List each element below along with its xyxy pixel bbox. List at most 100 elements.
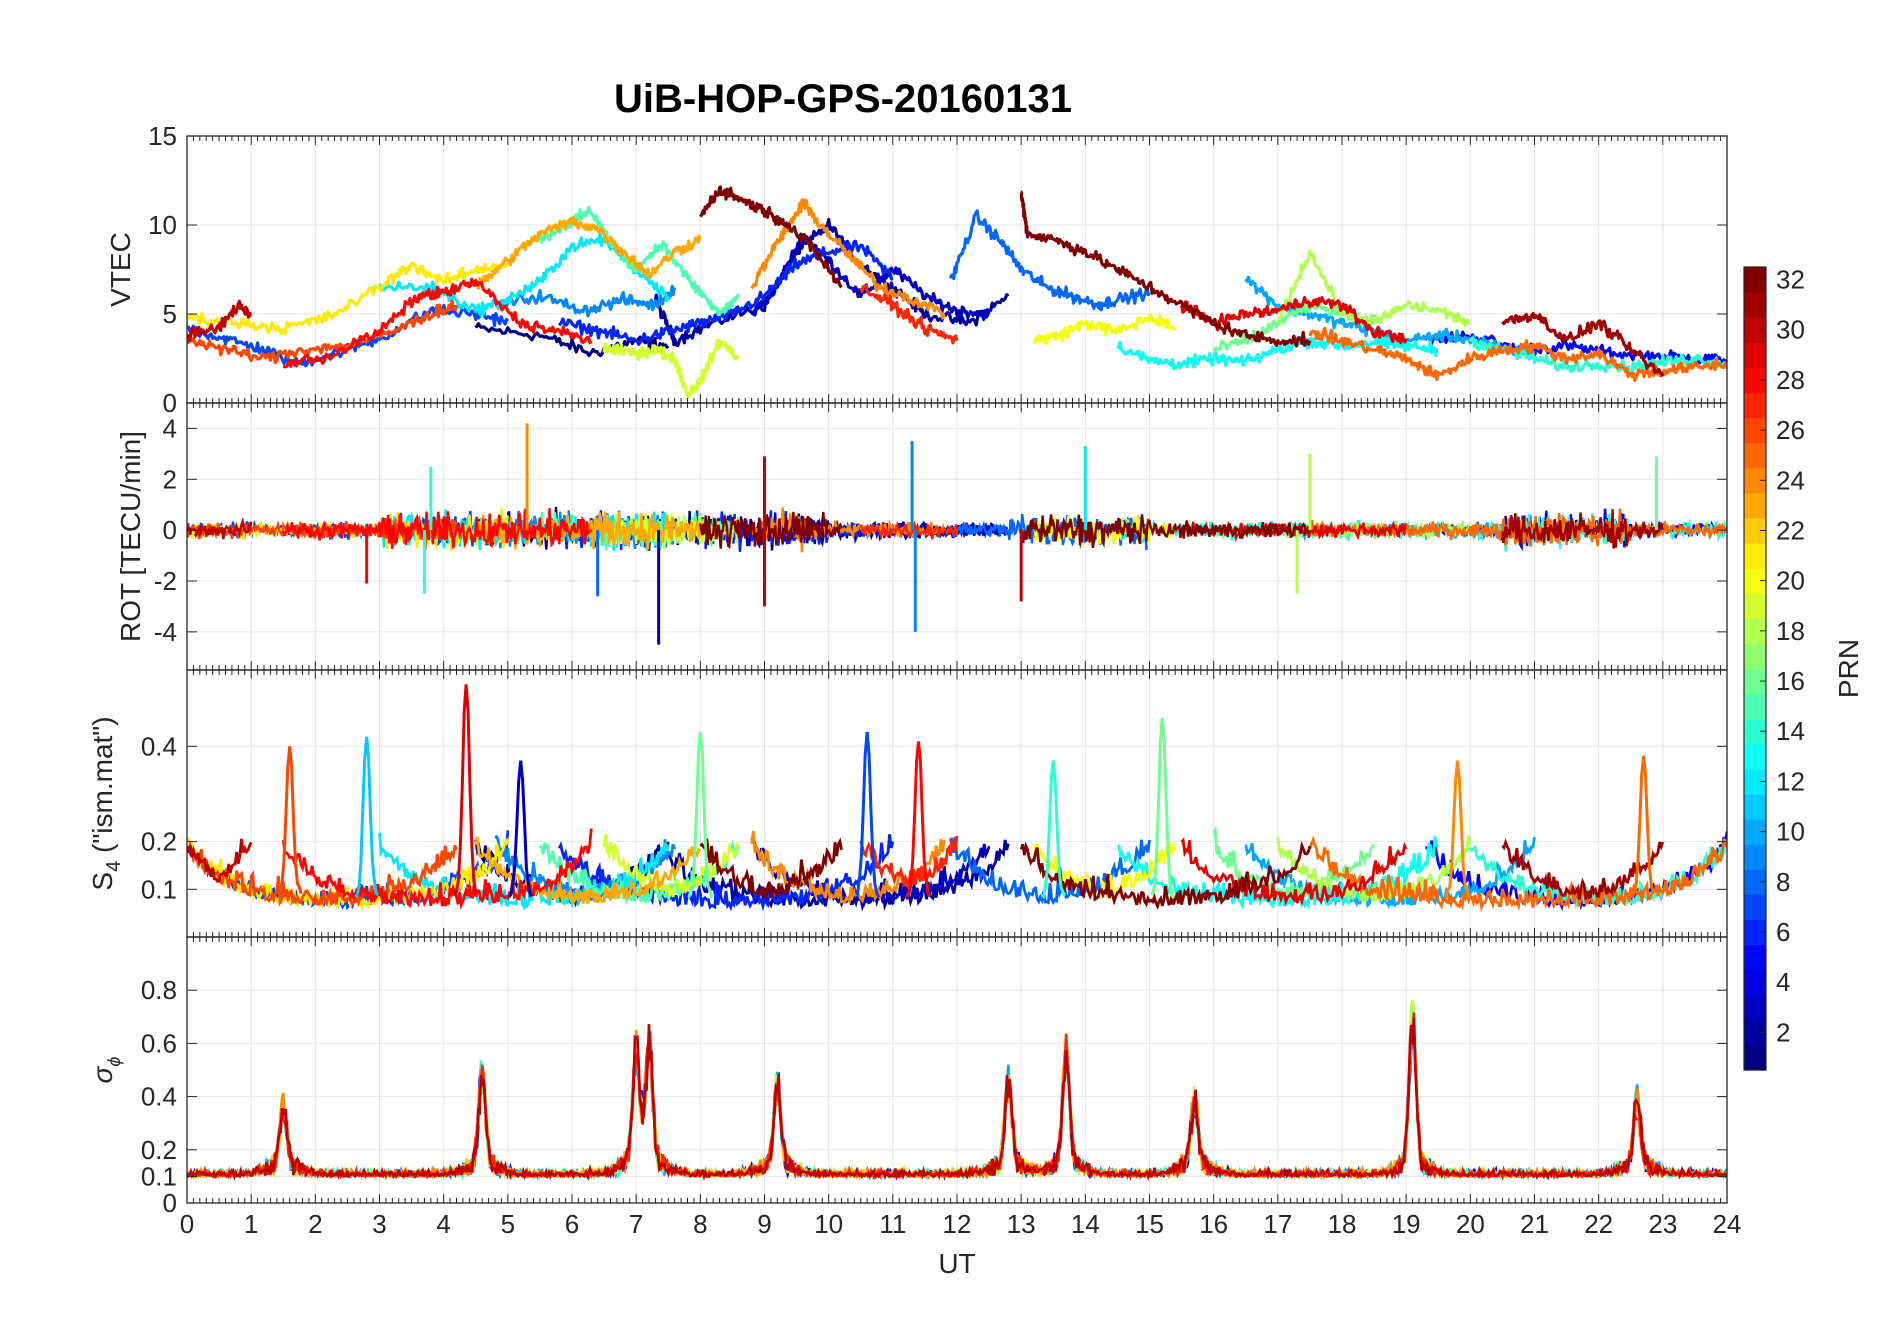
sigma-series [187,999,1727,1182]
x-tick-label: 7 [629,1209,643,1239]
x-tick-label: 2 [308,1209,322,1239]
rot-line-prn-32 [699,511,843,549]
s4-line-prn-29 [1180,837,1408,907]
chart-title: UiB-HOP-GPS-20160131 [614,77,1072,121]
colorbar-tick-label: 12 [1776,766,1805,796]
colorbar-tick-label: 26 [1776,415,1805,445]
vtec-line-prn-9 [493,284,677,318]
vtec-y-tick-label: 10 [148,210,177,240]
colorbar-swatch [1744,969,1766,996]
vtec-line-prn-27 [859,284,959,345]
x-tick-label: 1 [244,1209,258,1239]
colorbar-swatch [1744,668,1766,695]
x-tick-label: 11 [879,1209,906,1239]
x-tick-label: 6 [565,1209,579,1239]
s4-series [187,684,1727,913]
colorbar-swatch [1744,743,1766,770]
s4-peak [507,760,533,898]
colorbar-swatch [1744,768,1766,795]
colorbar-tick-label: 32 [1776,265,1805,295]
s4-y-tick-label: 0.2 [141,827,177,857]
x-tick-label: 14 [1071,1209,1100,1239]
colorbar-swatch [1744,492,1766,519]
vtec-line-prn-29 [1180,296,1408,345]
s4-y-label: S4 ("ism.mat") [87,716,125,890]
s4-peak [1630,755,1656,898]
rot-y-tick-label: -2 [154,566,177,596]
sigma_phi-y-tick-label: 0.1 [141,1161,177,1191]
vtec-line-prn-15 [538,205,741,317]
colorbar-tick-label: 18 [1776,616,1805,646]
s4-peak [687,731,714,899]
s4-peak [1149,717,1176,900]
colorbar-swatch [1744,919,1766,946]
colorbar-swatch [1744,718,1766,745]
rot-y-tick-label: 2 [163,464,177,494]
s4-peak [1040,760,1067,900]
colorbar-tick-label: 10 [1776,817,1805,847]
s4-peak [1444,760,1471,899]
vtec-line-prn-31 [1501,311,1665,377]
colorbar-swatch [1744,467,1766,494]
x-axis-label: UT [938,1248,975,1279]
colorbar-swatch [1744,618,1766,645]
sigma_phi-y-tick-label: 0.8 [141,975,177,1005]
rot-line-prn-30 [187,516,253,540]
vtec-line-prn-32 [1019,190,1312,348]
x-tick-label: 20 [1456,1209,1485,1239]
colorbar-swatch [1744,317,1766,343]
rot-y-tick-label: 0 [163,515,177,545]
colorbar-swatch [1744,869,1766,895]
x-tick-label: 23 [1648,1209,1677,1239]
x-tick-label: 9 [757,1209,771,1239]
sigma_phi-y-tick-label: 0.4 [141,1082,177,1112]
colorbar-swatch [1744,643,1766,670]
colorbar-swatch [1744,367,1766,394]
x-tick-label: 8 [693,1209,707,1239]
colorbar-tick-label: 24 [1776,465,1805,495]
s4-x-ticks [186,670,1728,937]
colorbar-tick-label: 28 [1776,365,1805,395]
vtec-line-prn-8 [949,209,1151,312]
vtec-line-prn-24 [750,198,946,320]
colorbar-swatch [1744,417,1766,444]
colorbar-swatch [1744,894,1766,921]
colorbar-tick-label: 16 [1776,666,1805,696]
rot-line-prn-31 [1501,509,1664,549]
s4-line-prn-12 [378,832,670,911]
colorbar-swatch [1744,693,1766,720]
colorbar-swatch [1744,944,1766,971]
rot-x-ticks [186,403,1728,670]
vtec-line-prn-30 [187,299,253,343]
colorbar-swatch [1744,543,1766,569]
sigma-line-prn-30 [187,1017,1727,1182]
s4-y-tick-label: 0.1 [141,874,177,904]
colorbar-swatch [1744,292,1766,318]
s4-peak [453,684,478,897]
vtec-line-prn-26 [187,299,459,365]
colorbar-swatch [1744,793,1766,820]
s4-line-prn-28 [281,828,593,910]
rot-y-tick-label: -4 [154,617,177,647]
rot-line-prn-32 [1020,514,1312,549]
vtec-line-prn-32 [699,185,843,289]
x-tick-label: 21 [1520,1209,1549,1239]
vtec-line-prn-28 [282,277,593,369]
s4-line-prn-8 [949,836,1151,906]
vtec-y-tick-label: 15 [148,121,177,151]
s4-line-prn-30 [187,838,253,883]
s4-peak [278,746,303,895]
panel-rot: -4 -2 0 2 4 [154,402,1728,671]
x-tick-label: 0 [180,1209,194,1239]
s4-y-tick-label: 0.4 [141,731,177,761]
vtec-y-label: VTEC [105,232,136,307]
s4-line-prn-25 [1308,835,1727,913]
rot-line-prn-24 [750,507,946,553]
x-tick-label: 18 [1328,1209,1357,1239]
vtec-line-prn-23 [474,216,702,290]
rot-y-label: ROT [TECU/min] [115,431,146,642]
x-tick-label: 19 [1392,1209,1421,1239]
s4-peak [354,736,380,898]
vtec-line-prn-19 [602,338,741,400]
